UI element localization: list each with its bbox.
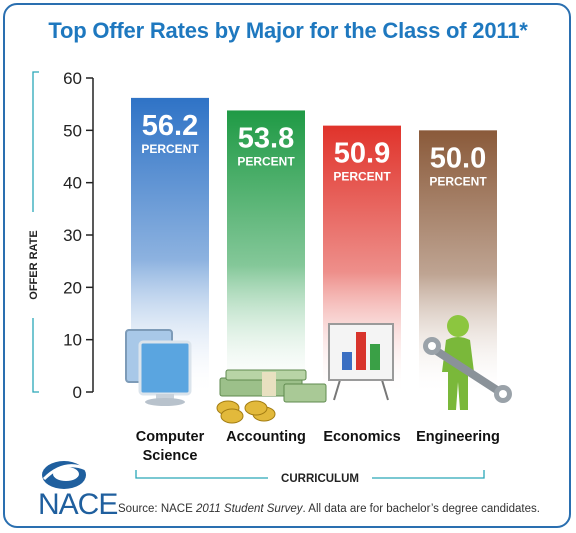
y-axis-label: OFFER RATE (28, 230, 40, 299)
source-note: Source: NACE 2011 Student Survey. All da… (118, 503, 540, 515)
bar-value-label: 53.8 (238, 122, 294, 154)
computer-monitors-icon (125, 329, 192, 406)
source-suffix: . All data are for bachelor’s degree can… (302, 503, 540, 515)
category-label: Accounting (226, 429, 306, 445)
bar-value-label: 50.9 (334, 138, 390, 170)
source-prefix: Source: NACE (118, 503, 196, 515)
nace-swoosh-icon (42, 461, 87, 489)
bar-unit-label: PERCENT (141, 142, 199, 156)
y-tick-label: 50 (63, 121, 82, 140)
bar-accounting (227, 110, 305, 393)
y-tick-label: 60 (63, 69, 82, 88)
chart-title: Top Offer Rates by Major for the Class o… (48, 18, 528, 43)
x-axis-bracket-right (372, 470, 485, 479)
y-axis-bracket-top (32, 71, 39, 212)
y-tick-label: 40 (63, 174, 82, 193)
category-label: Science (143, 448, 198, 464)
y-tick-label: 10 (63, 331, 82, 350)
bar-chart-easel-icon (328, 323, 394, 401)
money-icon (216, 369, 327, 424)
bar-unit-label: PERCENT (237, 154, 295, 168)
category-label: Computer (136, 429, 205, 445)
category-label: Engineering (416, 429, 500, 445)
bar-unit-label: PERCENT (429, 174, 487, 188)
bar-value-label: 56.2 (142, 110, 198, 142)
x-axis-bracket-left (135, 470, 268, 479)
y-tick-label: 0 (73, 383, 82, 402)
x-axis-label: CURRICULUM (281, 473, 359, 485)
y-axis-bracket-bottom (32, 318, 39, 393)
bar-unit-label: PERCENT (333, 170, 391, 184)
source-survey-name: 2011 Student Survey (195, 503, 303, 515)
y-tick-label: 20 (63, 278, 82, 297)
bar-value-label: 50.0 (430, 142, 486, 174)
category-label: Economics (323, 429, 400, 445)
nace-logo-text: NACE (38, 488, 118, 521)
y-tick-label: 30 (63, 226, 82, 245)
wrench-figure-icon (423, 315, 512, 410)
